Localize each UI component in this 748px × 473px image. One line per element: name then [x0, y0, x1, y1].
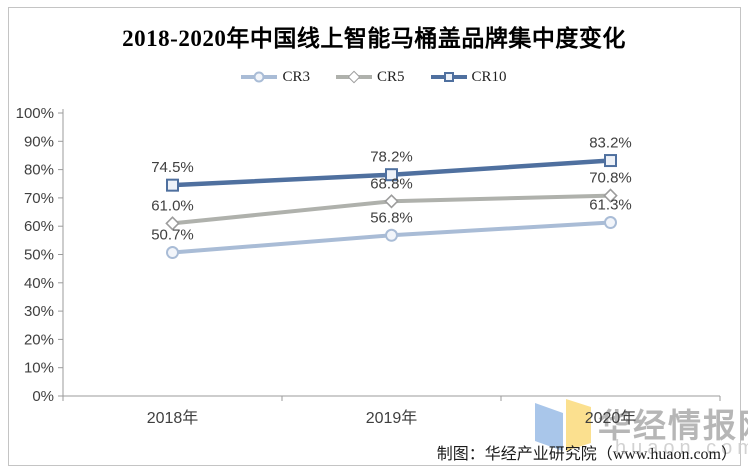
square-marker-icon: [443, 72, 454, 82]
logo-yellow-panel: [566, 399, 591, 451]
page-title: 2018-2020年中国线上智能马桶盖品牌集中度变化: [122, 26, 626, 51]
watermark-url-text: huaon.com: [615, 437, 748, 459]
legend-item-cr3: CR3: [241, 69, 310, 86]
legend-item-cr10: CR10: [430, 68, 507, 86]
legend: CR3 CR5 CR10: [0, 66, 748, 88]
logo-blue-panel: [535, 403, 563, 451]
legend-label-cr3: CR3: [282, 68, 310, 85]
cr5-line-swatch: [335, 70, 372, 84]
cr3-line-swatch: [241, 71, 278, 83]
legend-label-cr5: CR5: [376, 68, 405, 85]
footer-credit: 制图：华经产业研究院（www.huaon.com）: [436, 446, 737, 463]
legend-label-cr10: CR10: [471, 68, 507, 85]
watermark-brand-text: 华经情报网: [598, 409, 748, 445]
huaon-logo: [535, 399, 591, 451]
cr10-line-swatch: [430, 72, 467, 82]
outer-frame: [8, 7, 741, 466]
circle-marker-icon: [253, 71, 265, 83]
diamond-marker-icon: [347, 70, 361, 84]
legend-item-cr5: CR5: [335, 68, 405, 86]
